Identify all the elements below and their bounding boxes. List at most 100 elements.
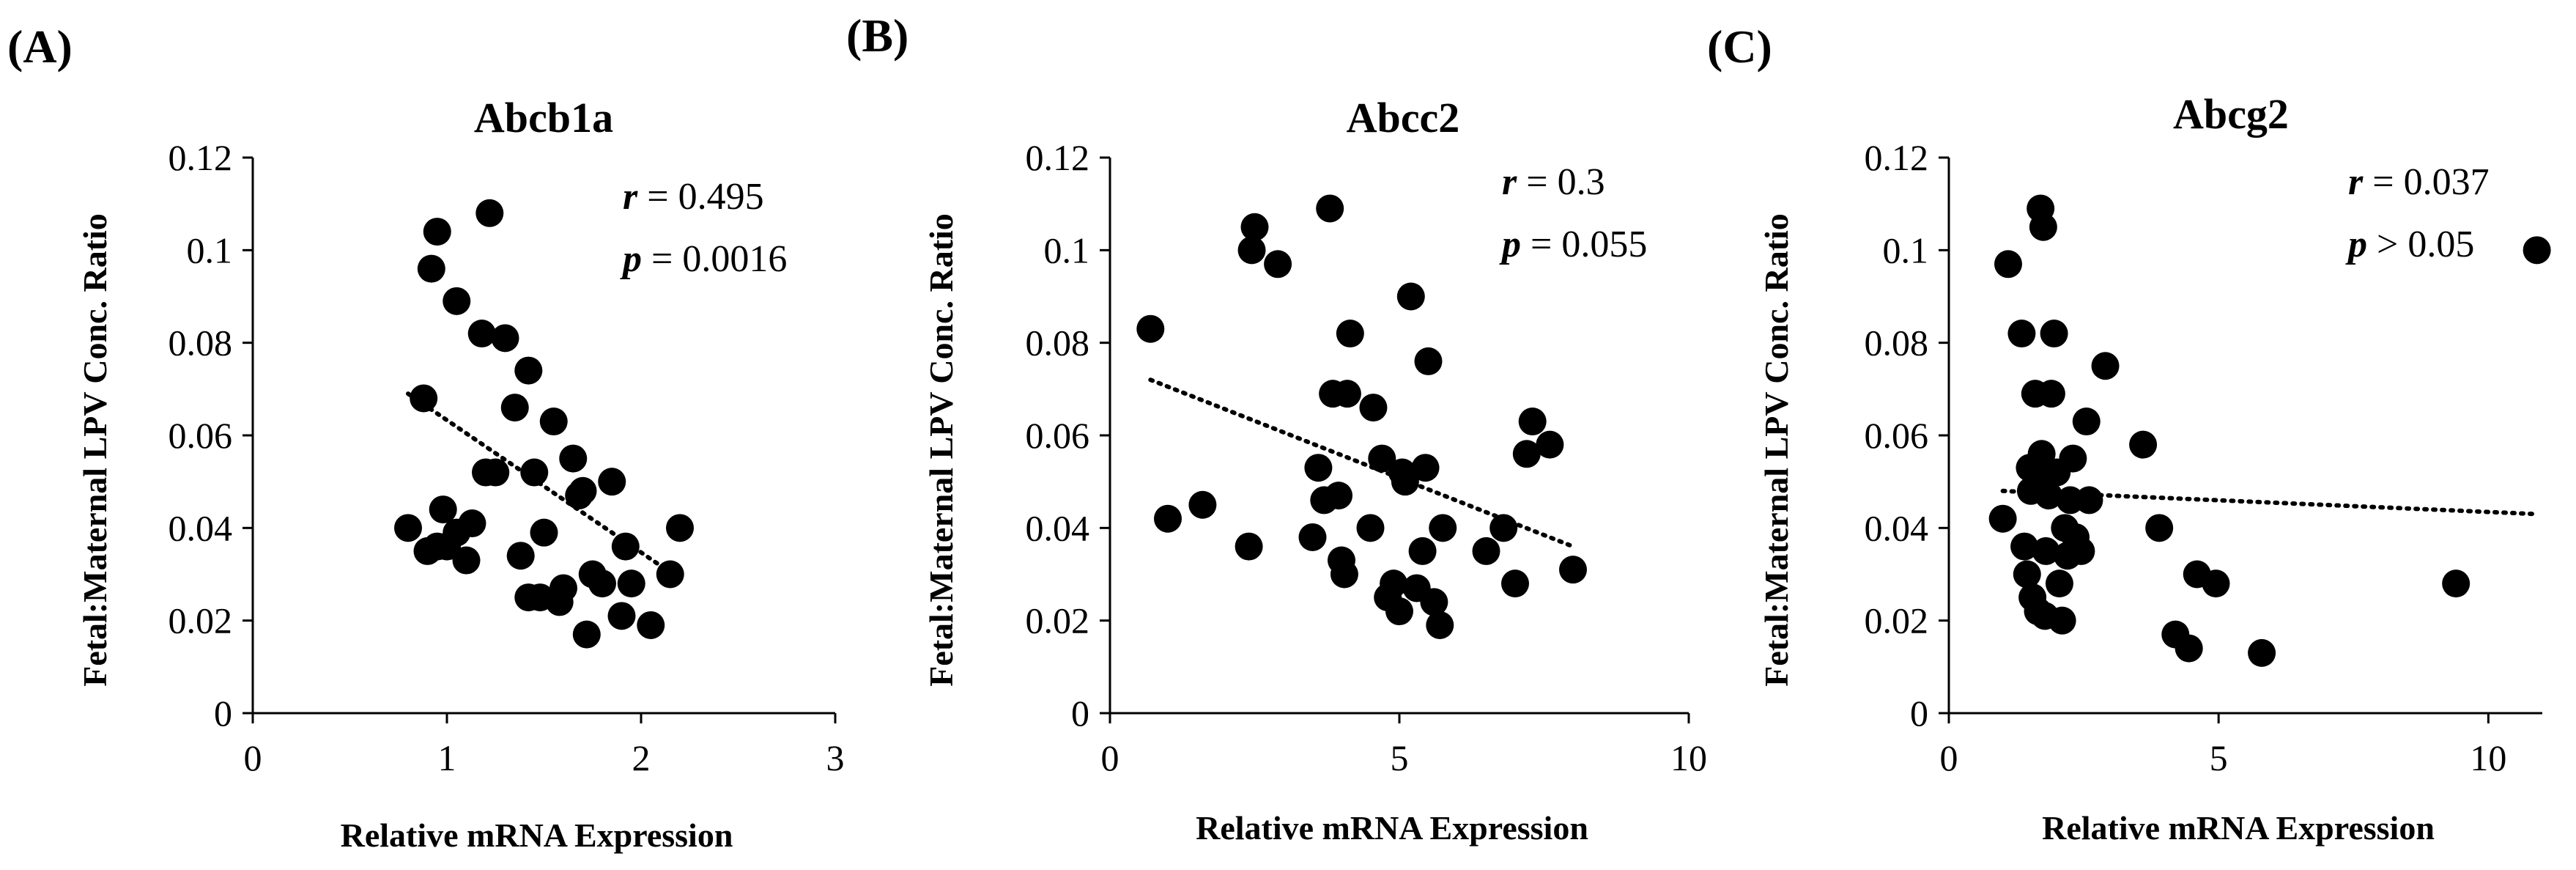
data-point <box>443 518 471 547</box>
y-tick-label: 0.06 <box>1026 415 1090 456</box>
data-point <box>572 620 601 649</box>
y-tick-label: 0.04 <box>1865 507 1929 548</box>
data-point <box>417 254 445 283</box>
data-point <box>1298 523 1327 551</box>
data-point <box>1411 454 1440 482</box>
data-point <box>1396 282 1425 311</box>
p-symbol: p <box>2345 224 2367 265</box>
data-point <box>1154 504 1182 533</box>
r-symbol: r <box>1502 161 1517 203</box>
data-point <box>1336 320 1364 348</box>
data-point <box>1388 458 1416 487</box>
y-tick-label: 0.02 <box>1865 600 1929 641</box>
p-value-annotation: p = 0.0016 <box>620 238 787 280</box>
r-value: = 0.037 <box>2363 161 2489 203</box>
data-point <box>530 518 558 547</box>
chart-panel-2: (B) Abcc2 0 0.02 0.04 0.06 0.08 0.1 0.12 0 5 10 Rela… <box>846 10 1707 847</box>
y-tick-label: 0.06 <box>1865 415 1929 456</box>
r-value: = 0.495 <box>637 176 763 218</box>
x-axis-label: Relative mRNA Expression <box>341 816 733 854</box>
data-point <box>2013 560 2041 589</box>
data-point <box>2075 486 2103 515</box>
data-point <box>475 199 504 227</box>
data-point <box>1237 236 1266 265</box>
data-point <box>410 384 438 413</box>
data-point <box>607 602 636 630</box>
data-point <box>423 532 451 561</box>
x-tick-label: 0 <box>244 737 262 778</box>
x-tick-label: 3 <box>826 737 845 778</box>
panel-label: (B) <box>846 10 908 62</box>
data-point <box>1380 569 1408 598</box>
y-tick-label: 0.1 <box>187 229 233 270</box>
data-point <box>1489 514 1518 542</box>
y-tick-label: 0.08 <box>1865 322 1929 364</box>
data-point <box>539 408 568 436</box>
data-point <box>443 287 471 315</box>
data-point <box>2442 569 2470 598</box>
y-tick-label: 0.04 <box>169 507 233 548</box>
x-tick-label: 1 <box>438 737 456 778</box>
data-point <box>2175 634 2203 663</box>
data-point <box>1330 560 1358 589</box>
p-value-annotation: p > 0.05 <box>2345 224 2474 265</box>
y-tick-label: 0.06 <box>169 415 233 456</box>
x-tick-label: 0 <box>1101 737 1119 778</box>
p-value: = 0.0016 <box>642 238 787 280</box>
data-point <box>559 444 588 473</box>
r-value-annotation: r = 0.495 <box>623 176 764 218</box>
y-tick-label: 0.02 <box>1026 600 1090 641</box>
data-point <box>2007 320 2036 348</box>
data-point <box>2091 352 2120 380</box>
panel-label: (C) <box>1707 21 1772 73</box>
p-symbol: p <box>620 238 642 280</box>
data-point <box>1501 569 1529 598</box>
y-tick-label: 0.1 <box>1044 229 1090 270</box>
data-point <box>1356 514 1385 542</box>
data-point <box>598 468 626 496</box>
data-point <box>2045 569 2073 598</box>
chart-panel-3: (C) Abcg2 0 0.02 0.04 0.06 0.08 0.1 0.12 0 5 10 Rela… <box>1707 21 2551 847</box>
y-axis-label: Fetal:Maternal LPV Conc. Ratio <box>76 213 114 687</box>
data-point <box>1994 250 2022 279</box>
data-point <box>394 514 422 542</box>
data-point <box>452 546 481 575</box>
data-point <box>1325 482 1353 510</box>
x-tick-label: 2 <box>632 737 651 778</box>
data-point <box>2032 537 2060 565</box>
r-symbol: r <box>2348 161 2364 203</box>
data-point <box>506 542 535 570</box>
data-point <box>2031 602 2059 630</box>
x-tick-label: 5 <box>1391 737 1409 778</box>
data-point <box>1136 314 1165 343</box>
data-point <box>423 218 451 246</box>
data-point <box>2037 380 2065 408</box>
data-point <box>1408 537 1437 565</box>
p-value: = 0.055 <box>1521 224 1647 265</box>
chart-panel-1: (A) Abcb1a 0 0.02 0.04 0.06 0.08 0.1 0.12 0 1 2 3 Rel… <box>7 21 845 854</box>
x-tick-label: 10 <box>2470 737 2506 778</box>
p-symbol: p <box>1499 224 1521 265</box>
y-tick-label: 0.02 <box>169 600 233 641</box>
y-tick-label: 0.12 <box>169 137 233 178</box>
data-point <box>617 569 645 598</box>
data-point <box>1359 394 1388 422</box>
r-symbol: r <box>623 176 638 218</box>
data-point <box>491 324 519 353</box>
data-point <box>588 569 616 598</box>
data-point <box>545 588 574 616</box>
data-point <box>514 356 543 385</box>
data-point <box>467 320 496 348</box>
data-point <box>429 495 457 524</box>
p-value-annotation: p = 0.055 <box>1499 224 1647 265</box>
data-point <box>2010 532 2039 561</box>
x-tick-label: 5 <box>2210 737 2228 778</box>
data-point <box>1368 444 1396 473</box>
data-point <box>500 394 529 422</box>
chart-title: Abcc2 <box>1347 94 1460 141</box>
data-point <box>514 583 543 612</box>
data-point <box>569 476 597 505</box>
data-point <box>1414 347 1443 375</box>
data-point <box>2523 236 2551 265</box>
